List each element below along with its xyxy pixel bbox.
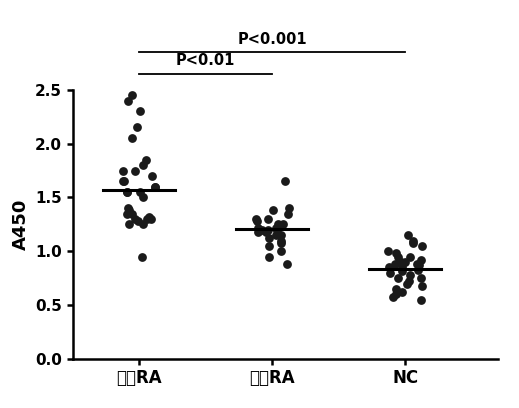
Point <box>394 253 402 260</box>
Point <box>418 243 427 249</box>
Point <box>413 261 421 268</box>
Point <box>145 214 153 220</box>
Point <box>151 184 159 190</box>
Y-axis label: A450: A450 <box>12 199 30 250</box>
Point <box>392 286 400 292</box>
Point <box>128 211 136 217</box>
Point <box>123 211 131 217</box>
Point <box>272 224 280 231</box>
Point <box>118 167 127 174</box>
Point <box>122 189 131 195</box>
Point <box>418 282 426 289</box>
Point <box>408 239 417 246</box>
Point <box>402 280 411 287</box>
Point <box>405 278 413 285</box>
Point <box>124 97 132 104</box>
Point <box>128 135 136 142</box>
Point <box>417 257 425 263</box>
Point <box>394 275 402 282</box>
Point <box>417 297 425 303</box>
Point <box>124 205 132 211</box>
Point <box>128 92 136 98</box>
Point <box>272 232 280 238</box>
Point <box>409 237 417 244</box>
Point <box>417 275 425 282</box>
Point <box>391 250 400 257</box>
Point <box>279 221 288 228</box>
Point <box>397 259 405 265</box>
Text: P<0.001: P<0.001 <box>237 32 307 47</box>
Point <box>125 207 133 214</box>
Point <box>264 216 272 222</box>
Point <box>133 124 141 131</box>
Point <box>125 221 133 228</box>
Point <box>283 261 291 268</box>
Point <box>133 218 142 224</box>
Point <box>264 226 272 233</box>
Point <box>272 226 281 233</box>
Point <box>265 253 274 260</box>
Point <box>120 178 128 184</box>
Point <box>414 266 422 273</box>
Point <box>401 259 409 265</box>
Point <box>138 253 146 260</box>
Point <box>398 268 406 274</box>
Point <box>385 248 393 255</box>
Point <box>277 248 285 255</box>
Text: P<0.01: P<0.01 <box>176 53 235 68</box>
Point <box>143 216 152 222</box>
Point <box>385 264 393 271</box>
Point <box>139 162 147 169</box>
Point <box>404 232 412 238</box>
Point <box>269 207 277 214</box>
Point <box>277 237 285 244</box>
Point <box>280 178 289 184</box>
Point <box>389 293 398 300</box>
Point <box>123 189 131 195</box>
Point <box>391 261 399 268</box>
Point <box>265 235 274 242</box>
Point <box>146 216 155 222</box>
Point <box>392 291 400 298</box>
Point <box>274 221 282 228</box>
Point <box>258 226 266 233</box>
Point <box>253 218 261 224</box>
Point <box>385 270 393 276</box>
Point <box>130 216 139 222</box>
Point <box>284 205 293 211</box>
Point <box>284 211 292 217</box>
Point <box>406 253 414 260</box>
Point <box>262 228 270 235</box>
Point <box>139 221 147 228</box>
Point <box>142 157 151 163</box>
Point <box>405 272 414 278</box>
Point <box>151 184 159 190</box>
Point <box>252 216 260 222</box>
Point <box>136 108 144 115</box>
Point <box>254 224 262 231</box>
Point <box>148 173 156 179</box>
Point <box>139 194 147 201</box>
Point <box>398 264 406 271</box>
Point <box>277 232 285 238</box>
Point <box>265 243 274 249</box>
Point <box>135 189 144 195</box>
Point <box>277 239 285 246</box>
Point <box>119 178 128 184</box>
Point <box>415 262 423 268</box>
Point <box>131 167 139 174</box>
Point <box>398 289 406 295</box>
Point <box>254 228 263 235</box>
